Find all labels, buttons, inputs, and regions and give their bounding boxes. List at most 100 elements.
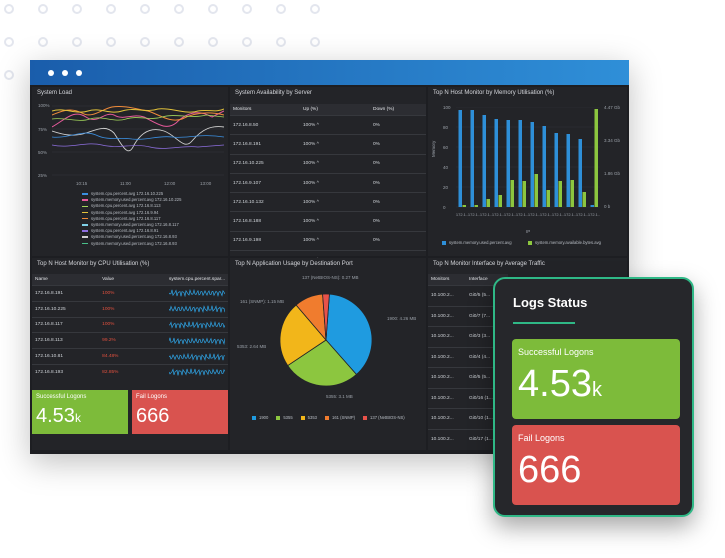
system-load-panel[interactable]: System Load 100% 75% 50% 25% 10:15 11:00… (32, 87, 228, 256)
sparkline-path (169, 352, 225, 361)
series-line (52, 114, 224, 121)
bar-used-percent[interactable] (566, 134, 571, 207)
bar-available-bytes[interactable] (474, 205, 479, 207)
legend-item[interactable]: system.cpu.percent.avg 172.16.9.94 (82, 210, 181, 216)
legend-item[interactable]: system.memory.available.bytes.avg (528, 240, 601, 245)
legend-swatch (82, 211, 88, 214)
table-cell: 100% ^ (300, 192, 370, 212)
cpu-utilisation-panel[interactable]: Top N Host Monitor by CPU Utilisation (%… (32, 258, 228, 450)
bar-available-bytes[interactable] (462, 205, 467, 207)
decorative-dot (276, 4, 286, 14)
y-tick: 1.86 Gb (604, 171, 621, 176)
legend-item[interactable]: system.cpu.percent.avg 172.16.8.117 (82, 216, 181, 222)
table-cell: 100% ^ (300, 134, 370, 155)
bar-available-bytes[interactable] (498, 195, 503, 207)
x-tick-label: 172.1.. (540, 212, 552, 217)
bar-available-bytes[interactable] (570, 180, 575, 207)
bar-available-bytes[interactable] (546, 190, 551, 207)
table-row[interactable]: 172.16.8.191 100% (32, 285, 228, 302)
bar-available-bytes[interactable] (534, 174, 539, 207)
x-tick-label: 172.1.. (456, 212, 468, 217)
memory-utilisation-panel[interactable]: Top N Host Monitor by Memory Utilisation… (428, 87, 627, 256)
bar-available-bytes[interactable] (582, 192, 587, 207)
tile-value: 4.53k (518, 363, 602, 405)
legend-item[interactable]: 5355 (276, 415, 293, 420)
column-header[interactable]: Interface (466, 274, 508, 286)
bar-available-bytes[interactable] (486, 199, 491, 207)
successful-logons-tile[interactable]: Successful Logons 4.53k (512, 339, 680, 419)
bar-available-bytes[interactable] (510, 180, 515, 207)
bar-available-bytes[interactable] (594, 109, 599, 207)
application-usage-panel[interactable]: Top N Application Usage by Destination P… (230, 258, 426, 450)
window-dot-icon[interactable] (76, 70, 82, 76)
table-row[interactable]: 172.16.8.113 99.2% (32, 332, 228, 349)
fail-logons-tile[interactable]: Fail Logons 666 (512, 425, 680, 505)
column-header[interactable]: Monitors (230, 104, 300, 116)
table-row[interactable]: 172.16.8.117 100% (32, 316, 228, 333)
legend-item[interactable]: system.memory.used.percent.avg 172.16.8.… (82, 222, 181, 228)
legend-item[interactable]: system.memory.used.percent.avg 172.16.8.… (82, 234, 181, 240)
table-row[interactable]: 172.16.10.81 84.48% (32, 348, 228, 365)
availability-panel[interactable]: System Availability by Server Monitors U… (230, 87, 426, 270)
bar-available-bytes[interactable] (522, 181, 527, 207)
bar-used-percent[interactable] (590, 205, 595, 207)
table-row[interactable]: 172.16.8.193 82.85% (32, 363, 228, 380)
window-dot-icon[interactable] (62, 70, 68, 76)
bar-available-bytes[interactable] (558, 181, 563, 207)
legend-item[interactable]: system.cpu.percent.avg 172.16.8.91 (82, 228, 181, 234)
column-header[interactable]: Down (%) (370, 104, 426, 116)
fail-logons-tile[interactable]: Fail Logons 666 (132, 390, 228, 434)
legend-item[interactable]: 161 (SNMP) (324, 415, 355, 420)
legend-item[interactable]: system.cpu.percent.avg 172.16.8.113 (82, 203, 181, 209)
bar-used-percent[interactable] (494, 119, 499, 207)
decorative-dot (208, 37, 218, 47)
bar-used-percent[interactable] (482, 115, 487, 207)
x-tick-label: 172.1.. (528, 212, 540, 217)
memory-bar-chart[interactable]: 172.1.. 172.1.. 172.1.. 172.1.. 172.1.. 172.1… (456, 107, 600, 219)
pie-slice[interactable] (287, 339, 358, 387)
window-dot-icon[interactable] (48, 70, 54, 76)
legend-item[interactable]: 5353 (300, 415, 317, 420)
bar-used-percent[interactable] (518, 120, 523, 207)
bar-used-percent[interactable] (470, 110, 475, 207)
bar-used-percent[interactable] (542, 126, 547, 207)
table-row[interactable]: 172.16.8.191 100% ^ 0% (230, 134, 426, 155)
table-row[interactable]: 172.16.10.225 100% (32, 300, 228, 318)
sparkline-cell (166, 332, 228, 349)
table-row[interactable]: 172.16.9.198 100% ^ 0% (230, 230, 426, 251)
logs-status-card[interactable]: Logs Status Successful Logons 4.53k Fail… (493, 277, 694, 517)
bar-used-percent[interactable] (530, 122, 535, 207)
column-header[interactable]: Value (99, 274, 166, 286)
table-row[interactable]: 172.16.8.188 100% ^ 0% (230, 211, 426, 232)
bar-used-percent[interactable] (554, 133, 559, 207)
pie-slice[interactable] (279, 304, 327, 367)
tile-label: Fail Logons (518, 433, 565, 443)
column-header[interactable]: Up (%) (300, 104, 370, 116)
sparkline-path (169, 337, 225, 345)
legend-swatch (82, 217, 88, 220)
legend-item[interactable]: system.memory.used.percent.avg (442, 240, 512, 245)
bar-used-percent[interactable] (578, 139, 583, 207)
table-row[interactable]: 172.16.10.225 100% ^ 0% (230, 153, 426, 174)
legend-item[interactable]: system.memory.used.percent.avg 172.16.8.… (82, 241, 181, 247)
column-header[interactable]: system.cpu.percent.spar... (166, 274, 228, 286)
table-row[interactable]: 10.100.2... Gi0/3 (3... (428, 326, 508, 347)
legend-item[interactable]: 1900 (252, 415, 268, 420)
application-pie-chart[interactable] (230, 272, 426, 402)
table-row[interactable]: 172.16.9.107 100% ^ 0% (230, 172, 426, 193)
legend-item[interactable]: system.memory.used.percent.avg 172.16.10… (82, 197, 181, 203)
series-line (52, 143, 224, 149)
column-header[interactable]: Monitors (428, 274, 466, 286)
legend-item[interactable]: 137 (NetBIOS-NS) (363, 415, 405, 420)
system-load-line-chart[interactable] (52, 101, 224, 179)
bar-used-percent[interactable] (458, 110, 463, 207)
table-row[interactable]: 172.16.8.50 100% ^ 0% (230, 114, 426, 135)
legend-item[interactable]: system.cpu.percent.avg 172.16.10.225 (82, 191, 181, 197)
bar-used-percent[interactable] (506, 120, 511, 207)
pie-slice[interactable] (322, 293, 330, 341)
column-header[interactable]: Name (32, 274, 100, 286)
table-row[interactable]: 172.16.10.132 100% ^ 0% (230, 192, 426, 212)
successful-logons-tile[interactable]: Successful Logons 4.53k (32, 390, 128, 434)
series-line (52, 110, 224, 128)
pie-slice[interactable] (325, 293, 373, 376)
